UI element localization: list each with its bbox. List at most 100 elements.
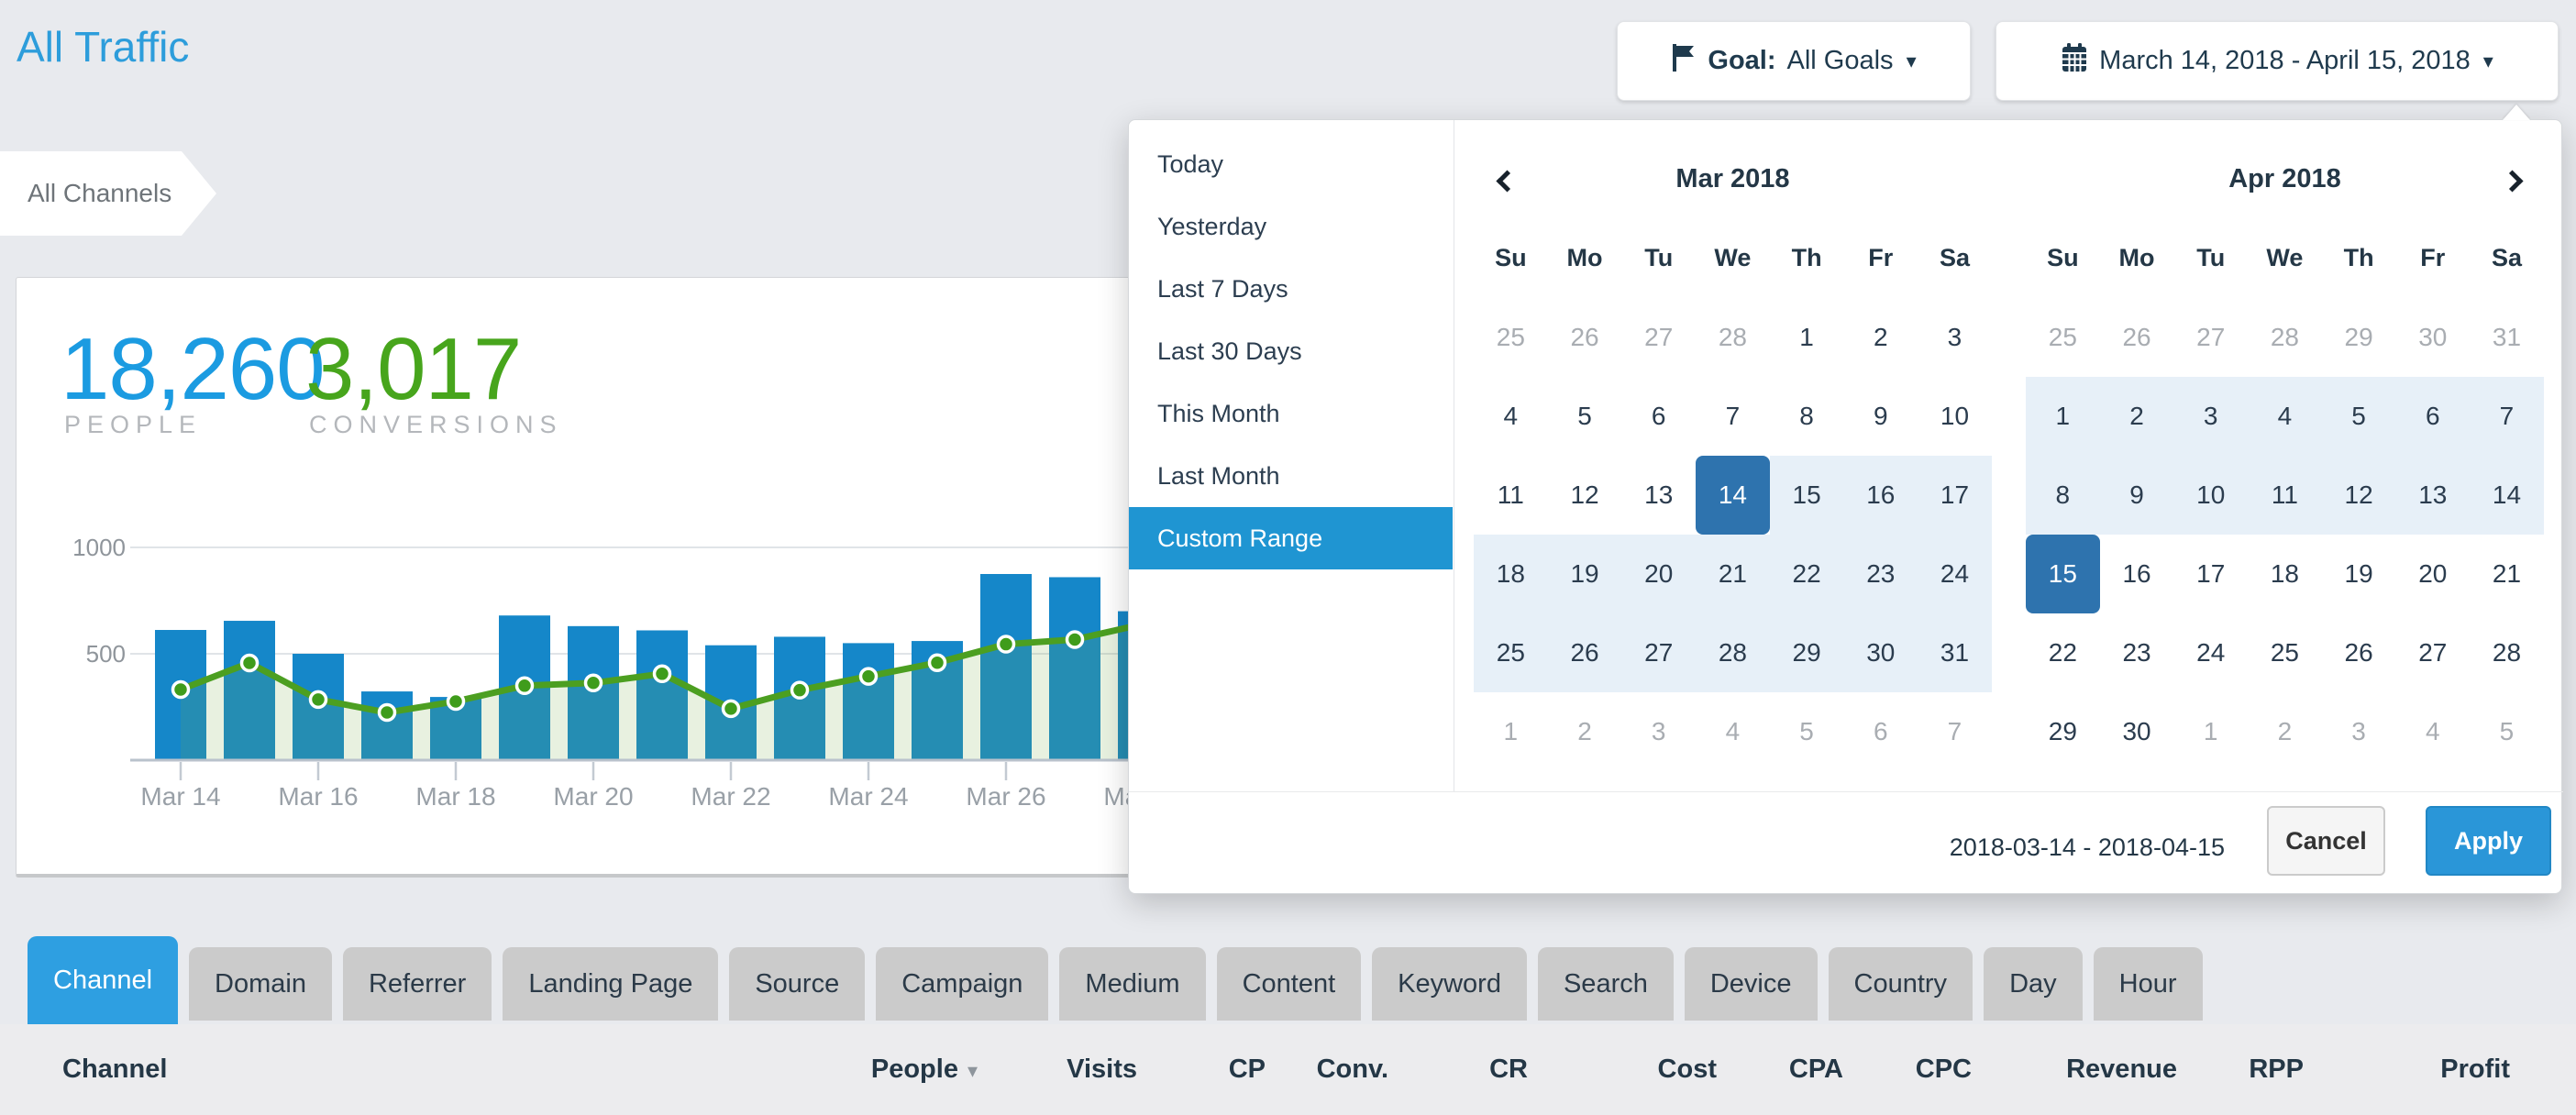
day-cell[interactable]: 28	[2270, 323, 2299, 351]
day-cell[interactable]: 7	[2470, 377, 2544, 456]
day-cell[interactable]: 12	[2321, 456, 2396, 535]
cancel-button[interactable]: Cancel	[2267, 806, 2385, 876]
apply-button[interactable]: Apply	[2426, 806, 2551, 876]
day-cell[interactable]: 8	[1799, 402, 1814, 430]
day-cell[interactable]: 1	[1799, 323, 1814, 351]
tab-device[interactable]: Device	[1684, 947, 1818, 1021]
day-cell[interactable]: 13	[2395, 456, 2471, 535]
day-cell[interactable]: 21	[1696, 535, 1770, 613]
day-cell[interactable]: 26	[1547, 613, 1622, 692]
tab-medium[interactable]: Medium	[1059, 947, 1206, 1021]
column-header-cpa[interactable]: CPA	[1788, 1054, 1843, 1084]
column-header-rpp[interactable]: RPP	[2249, 1054, 2304, 1084]
day-cell[interactable]: 3	[2351, 717, 2366, 745]
day-cell[interactable]: 18	[1474, 535, 1548, 613]
day-cell[interactable]: 5	[2499, 717, 2515, 745]
day-cell[interactable]: 25	[1474, 613, 1548, 692]
day-cell[interactable]: 10	[1940, 402, 1970, 430]
day-cell[interactable]: 5	[2321, 377, 2396, 456]
tab-channel[interactable]: Channel	[28, 936, 179, 1024]
preset-last-7-days[interactable]: Last 7 Days	[1157, 274, 1288, 303]
day-cell[interactable]: 17	[1918, 456, 1992, 535]
day-cell[interactable]: 19	[1547, 535, 1622, 613]
preset-last-30-days[interactable]: Last 30 Days	[1157, 337, 1302, 365]
day-cell[interactable]: 31	[1918, 613, 1992, 692]
day-cell[interactable]: 24	[2196, 638, 2226, 667]
day-cell[interactable]: 19	[2344, 559, 2373, 588]
day-cell[interactable]: 15	[1769, 456, 1844, 535]
day-cell[interactable]: 28	[1696, 613, 1770, 692]
tab-country[interactable]: Country	[1828, 947, 1973, 1021]
day-cell[interactable]: 2	[2277, 717, 2293, 745]
column-header-cr[interactable]: CR	[1489, 1054, 1528, 1084]
day-cell[interactable]: 20	[1621, 535, 1697, 613]
column-header-visits[interactable]: Visits	[1067, 1054, 1137, 1084]
tab-campaign[interactable]: Campaign	[876, 947, 1049, 1021]
tab-hour[interactable]: Hour	[2093, 947, 2203, 1021]
day-cell[interactable]: 4	[2425, 717, 2440, 745]
column-header-channel[interactable]: Channel	[62, 1054, 168, 1084]
day-cell[interactable]: 7	[1947, 717, 1962, 745]
column-header-cost[interactable]: Cost	[1657, 1054, 1717, 1084]
day-cell[interactable]: 23	[1843, 535, 1918, 613]
day-cell[interactable]: 6	[2395, 377, 2471, 456]
column-header-cpc[interactable]: CPC	[1915, 1054, 1972, 1084]
breadcrumb-all-channels[interactable]: All Channels	[0, 151, 216, 236]
day-cell[interactable]: 31	[2492, 323, 2522, 351]
column-header-revenue[interactable]: Revenue	[2066, 1054, 2177, 1084]
tab-referrer[interactable]: Referrer	[342, 947, 492, 1021]
column-header-people[interactable]: People ▾	[870, 1054, 978, 1084]
tab-content[interactable]: Content	[1216, 947, 1362, 1021]
day-cell[interactable]: 6	[1873, 717, 1888, 745]
day-cell[interactable]: 28	[1718, 323, 1747, 351]
day-cell[interactable]: 26	[2344, 638, 2373, 667]
preset-last-month[interactable]: Last Month	[1157, 461, 1280, 490]
day-cell[interactable]: 29	[2048, 717, 2077, 745]
day-cell[interactable]: 22	[1769, 535, 1844, 613]
day-cell[interactable]: 22	[2048, 638, 2077, 667]
day-cell[interactable]: 2	[1577, 717, 1592, 745]
day-cell[interactable]: 9	[2099, 456, 2174, 535]
day-cell[interactable]: 5	[1799, 717, 1814, 745]
tab-search[interactable]: Search	[1537, 947, 1674, 1021]
day-cell[interactable]: 30	[2418, 323, 2448, 351]
preset-yesterday[interactable]: Yesterday	[1157, 212, 1267, 240]
day-cell[interactable]: 4	[1725, 717, 1741, 745]
day-cell[interactable]: 14	[2470, 456, 2544, 535]
day-cell[interactable]: 3	[1947, 323, 1962, 351]
day-cell[interactable]: 9	[1873, 402, 1888, 430]
day-cell[interactable]: 29	[1769, 613, 1844, 692]
day-cell[interactable]: 1	[2203, 717, 2218, 745]
day-cell[interactable]: 27	[1644, 323, 1674, 351]
column-header-profit[interactable]: Profit	[2440, 1054, 2510, 1084]
day-cell[interactable]: 25	[2048, 323, 2077, 351]
day-cell[interactable]: 1	[2026, 377, 2100, 456]
day-cell[interactable]: 29	[2344, 323, 2373, 351]
goal-selector-button[interactable]: Goal: All Goals ▾	[1617, 21, 1971, 101]
day-cell[interactable]: 14	[1696, 456, 1770, 535]
day-cell[interactable]: 8	[2026, 456, 2100, 535]
day-cell[interactable]: 25	[2270, 638, 2299, 667]
day-cell[interactable]: 2	[2099, 377, 2174, 456]
day-cell[interactable]: 30	[1843, 613, 1918, 692]
day-cell[interactable]: 16	[1843, 456, 1918, 535]
day-cell[interactable]: 18	[2270, 559, 2299, 588]
preset-custom-range[interactable]: Custom Range	[1129, 507, 1453, 569]
day-cell[interactable]: 4	[2248, 377, 2322, 456]
day-cell[interactable]: 16	[2122, 559, 2151, 588]
day-cell[interactable]: 11	[1497, 480, 1524, 509]
day-cell[interactable]: 17	[2196, 559, 2226, 588]
day-cell[interactable]: 20	[2418, 559, 2448, 588]
day-cell[interactable]: 26	[2122, 323, 2151, 351]
day-cell[interactable]: 21	[2492, 559, 2522, 588]
column-header-conv[interactable]: Conv.	[1316, 1054, 1388, 1084]
day-cell[interactable]: 5	[1577, 402, 1592, 430]
day-cell[interactable]: 30	[2122, 717, 2151, 745]
day-cell[interactable]: 23	[2122, 638, 2151, 667]
day-cell[interactable]: 28	[2492, 638, 2522, 667]
day-cell[interactable]: 24	[1918, 535, 1992, 613]
day-cell[interactable]: 3	[1651, 717, 1666, 745]
day-cell[interactable]: 15	[2026, 535, 2100, 613]
day-cell[interactable]: 13	[1644, 480, 1674, 509]
day-cell[interactable]: 27	[2196, 323, 2226, 351]
